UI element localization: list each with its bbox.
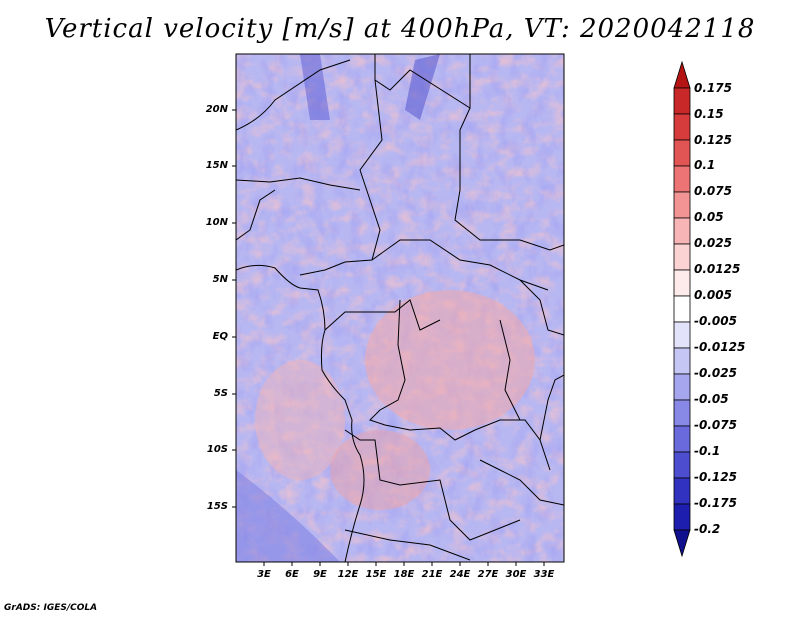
grads-credit: GrADS: IGES/COLA — [4, 603, 98, 613]
lat-label: 5N — [212, 274, 228, 285]
colorbar-segment — [673, 139, 691, 167]
colorbar-label: -0.125 — [694, 470, 737, 484]
country-borders — [236, 54, 564, 562]
lat-ticks — [232, 109, 236, 508]
lon-label: 15E — [365, 569, 387, 580]
lat-label: 10N — [205, 217, 228, 228]
colorbar-label: 0.1 — [694, 158, 716, 172]
colorbar-segment — [673, 87, 691, 115]
colorbar-segment — [673, 191, 691, 219]
lon-label: 6E — [285, 569, 299, 580]
colorbar-label: 0.025 — [694, 236, 732, 250]
colorbar-segment — [673, 347, 691, 375]
colorbar-label: -0.175 — [694, 496, 737, 510]
colorbar-label: -0.025 — [694, 366, 737, 380]
colorbar-label: 0.15 — [694, 107, 724, 121]
lon-label: 33E — [533, 569, 555, 580]
colorbar-segment — [673, 373, 691, 401]
map-frame — [235, 53, 565, 563]
lon-label: 9E — [313, 569, 327, 580]
colorbar-segment — [673, 451, 691, 479]
colorbar-label: 0.125 — [694, 133, 732, 147]
colorbar-segment — [673, 243, 691, 271]
lon-label: 18E — [393, 569, 415, 580]
colorbar-label: 0.005 — [694, 288, 732, 302]
lat-label: 15S — [206, 501, 228, 512]
colorbar-segment — [673, 217, 691, 245]
map-title: Vertical velocity [m/s] at 400hPa, VT: 2… — [44, 14, 756, 44]
colorbar-label: -0.0125 — [694, 340, 746, 354]
lat-label: 20N — [205, 104, 228, 115]
colorbar-label: 0.05 — [694, 210, 724, 224]
colorbar-label: -0.05 — [694, 392, 729, 406]
lat-label: EQ — [212, 331, 228, 342]
lon-label: 30E — [505, 569, 527, 580]
lat-label: 15N — [205, 160, 228, 171]
colorbar-segment — [673, 477, 691, 505]
colorbar-label: -0.005 — [694, 314, 737, 328]
colorbar-segment — [673, 60, 691, 89]
colorbar-segment — [673, 165, 691, 193]
lon-label: 21E — [421, 569, 443, 580]
lat-label: 10S — [206, 444, 228, 455]
colorbar-segment — [673, 269, 691, 297]
colorbar-segment — [673, 529, 691, 558]
colorbar — [673, 60, 691, 558]
colorbar-segment — [673, 399, 691, 427]
colorbar-segment — [673, 425, 691, 453]
colorbar-label: 0.175 — [694, 81, 732, 95]
lon-ticks — [263, 562, 545, 566]
colorbar-segment — [673, 321, 691, 349]
lon-label: 24E — [449, 569, 471, 580]
colorbar-label: -0.1 — [694, 444, 721, 458]
colorbar-segment — [673, 503, 691, 531]
lon-label: 27E — [477, 569, 499, 580]
colorbar-segment — [673, 295, 691, 323]
colorbar-label: -0.2 — [694, 522, 721, 536]
lon-label: 12E — [337, 569, 359, 580]
colorbar-segment — [673, 113, 691, 141]
colorbar-label: 0.0125 — [694, 262, 741, 276]
colorbar-label: -0.075 — [694, 418, 737, 432]
colorbar-label: 0.075 — [694, 184, 732, 198]
lon-label: 3E — [257, 569, 271, 580]
lat-label: 5S — [213, 388, 228, 399]
